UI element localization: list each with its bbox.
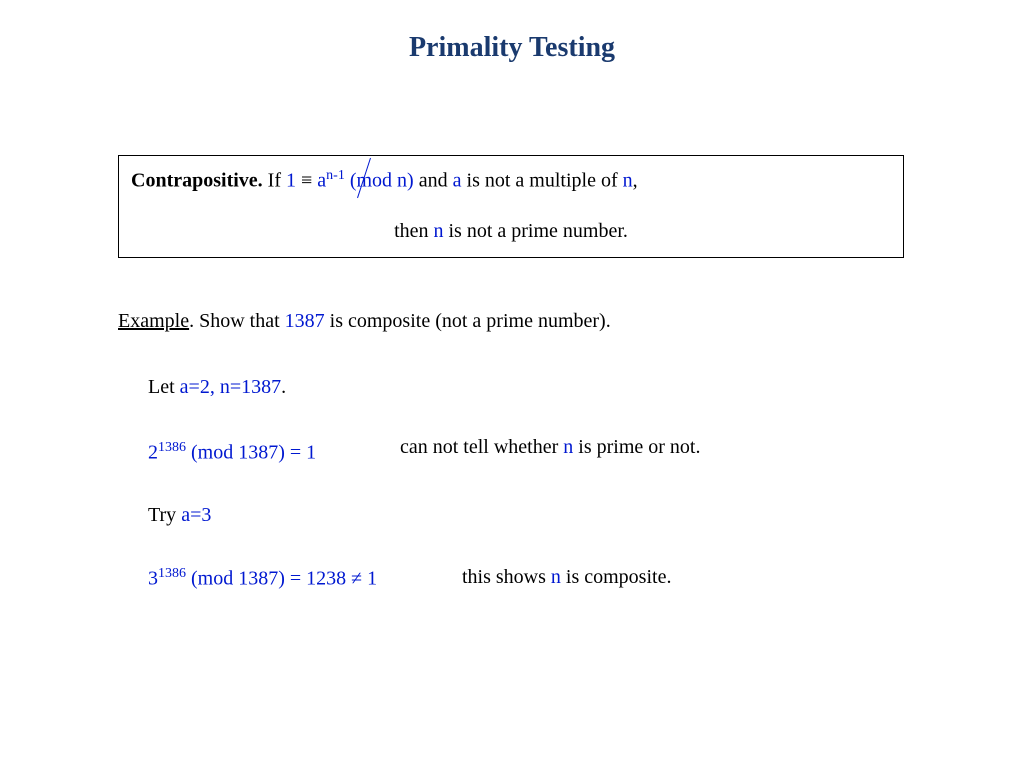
mod2-exp: 1386 [158,440,186,455]
example-num: 1387 [285,310,325,332]
cannot-tell-line: can not tell whether n is prime or not. [400,436,701,459]
box-line-2: then n is not a prime number. [131,217,891,245]
let-pre: Let [148,376,180,398]
var-a-2: a [453,170,462,192]
cannot-post: is prime or not. [573,436,700,458]
var-n-2: n [434,220,444,242]
shows-n: n [551,566,561,588]
mod-3-line: 31386 (mod 1387) = 1238 ≠ 1 [148,566,377,591]
example-post: is composite (not a prime number). [325,310,611,332]
cannot-n: n [563,436,573,458]
try-a: a=3 [181,504,211,526]
try-line: Try a=3 [148,504,211,527]
and-text: and [414,170,453,192]
contrapositive-label: Contrapositive. [131,170,263,192]
page-title: Primality Testing [0,0,1024,64]
box-line-1: Contrapositive. If 1 ≡ an-1 (mod n) and … [131,166,891,195]
then-text: then [394,220,433,242]
var-n: n [623,170,633,192]
shows-pre: this shows [462,566,551,588]
let-vars: a=2, n=1387 [180,376,281,398]
mod-n: (mod n) [345,170,414,192]
mod2-rest: (mod 1387) = 1 [186,442,316,464]
equiv-sign: ≡ [296,170,317,192]
shows-post: is composite. [561,566,672,588]
contrapositive-box: Contrapositive. If 1 ≡ an-1 (mod n) and … [118,155,904,258]
rest-text-1: is not a multiple of [462,170,623,192]
example-line: Example. Show that 1387 is composite (no… [118,310,611,333]
cannot-pre: can not tell whether [400,436,563,458]
shows-line: this shows n is composite. [462,566,671,589]
exponent-n-minus-1: n-1 [326,168,345,183]
if-word: If [263,170,286,192]
comma: , [633,170,638,192]
let-line: Let a=2, n=1387. [148,376,286,399]
not-prime-text: is not a prime number. [444,220,628,242]
example-label: Example [118,310,189,332]
example-dot: . Show that [189,310,285,332]
mod3-base: 3 [148,568,158,590]
let-dot: . [281,376,286,398]
one: 1 [286,170,296,192]
mod3-exp: 1386 [158,566,186,581]
var-a: a [317,170,326,192]
mod3-rest: (mod 1387) = 1238 ≠ 1 [186,568,377,590]
try-pre: Try [148,504,181,526]
mod2-base: 2 [148,442,158,464]
mod-2-line: 21386 (mod 1387) = 1 [148,440,316,465]
